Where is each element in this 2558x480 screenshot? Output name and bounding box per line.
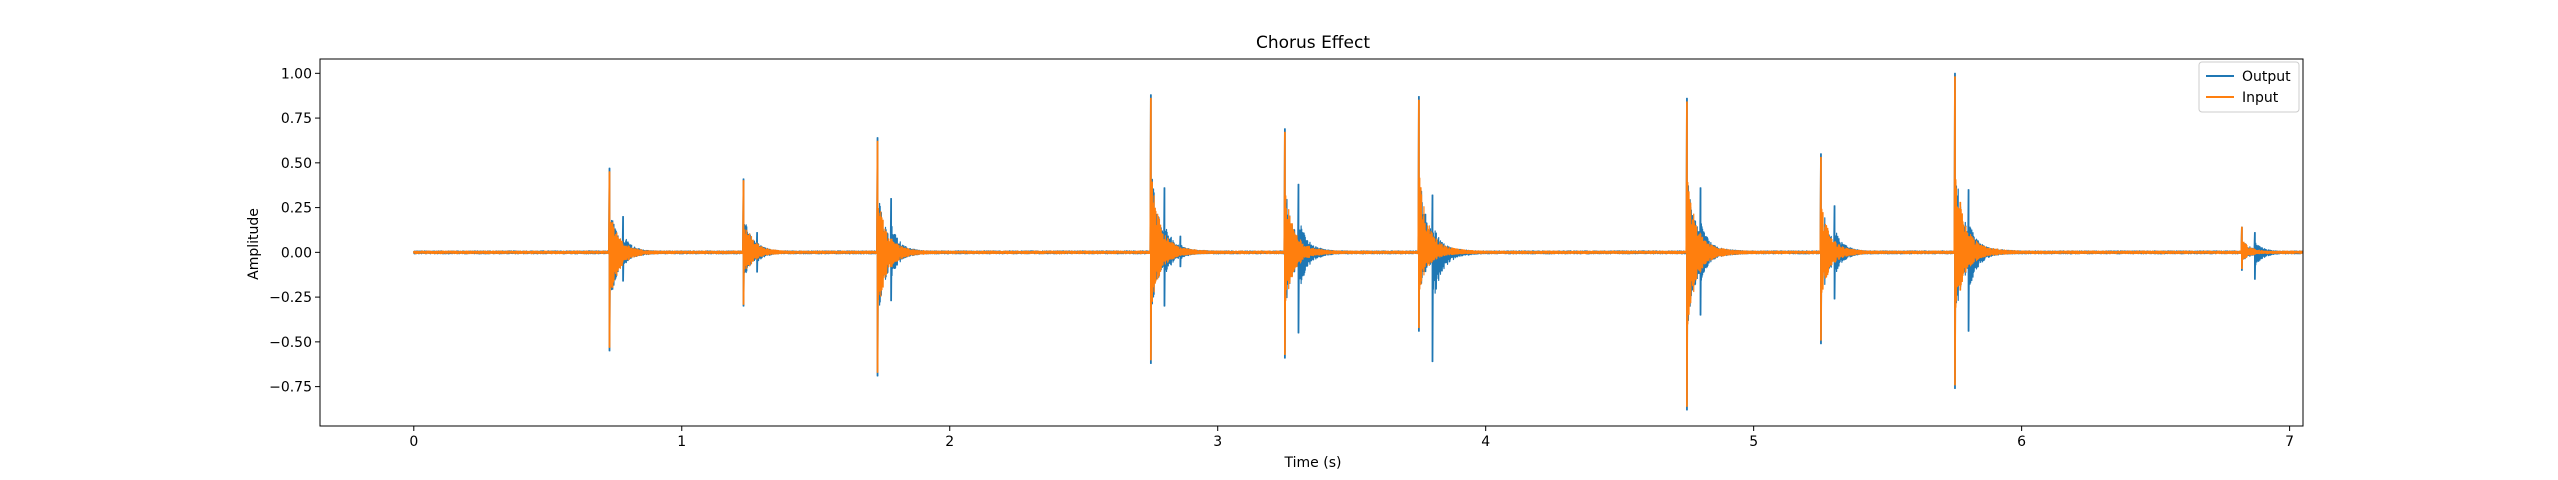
y-tick-label: 0.00 <box>281 245 312 261</box>
y-tick-label: 1.00 <box>281 66 312 82</box>
x-tick-label: 1 <box>677 434 686 450</box>
series-layer <box>413 72 2304 411</box>
y-axis-ticks: −0.75 −0.50 −0.25 0.00 0.25 0.50 0.75 1.00 <box>269 66 320 396</box>
input-waveform <box>413 76 2304 407</box>
legend-box <box>2198 61 2300 113</box>
x-axis-label: Time (s) <box>1284 455 1342 471</box>
x-tick-label: 3 <box>1213 434 1222 450</box>
y-tick-label: 0.50 <box>281 156 312 172</box>
y-tick-label: −0.50 <box>269 335 312 351</box>
x-tick-label: 4 <box>1481 434 1490 450</box>
x-tick-label: 6 <box>2017 434 2026 450</box>
y-tick-label: −0.75 <box>269 380 312 396</box>
x-tick-label: 7 <box>2285 434 2294 450</box>
x-tick-label: 2 <box>945 434 954 450</box>
y-tick-label: −0.25 <box>269 290 312 306</box>
axes-frame <box>319 58 2304 427</box>
y-tick-label: 0.75 <box>281 111 312 127</box>
x-axis-ticks: 0 1 2 3 4 5 6 7 <box>409 426 2294 450</box>
legend-label-output: Output <box>2242 69 2291 85</box>
y-axis-label: Amplitude <box>246 208 262 280</box>
x-tick-label: 0 <box>409 434 418 450</box>
legend: Output Input <box>2198 61 2300 113</box>
legend-label-input: Input <box>2242 90 2279 106</box>
chart-title: Chorus Effect <box>1256 33 1370 53</box>
plot-area <box>319 58 2304 427</box>
x-tick-label: 5 <box>1749 434 1758 450</box>
y-tick-label: 0.25 <box>281 201 312 217</box>
